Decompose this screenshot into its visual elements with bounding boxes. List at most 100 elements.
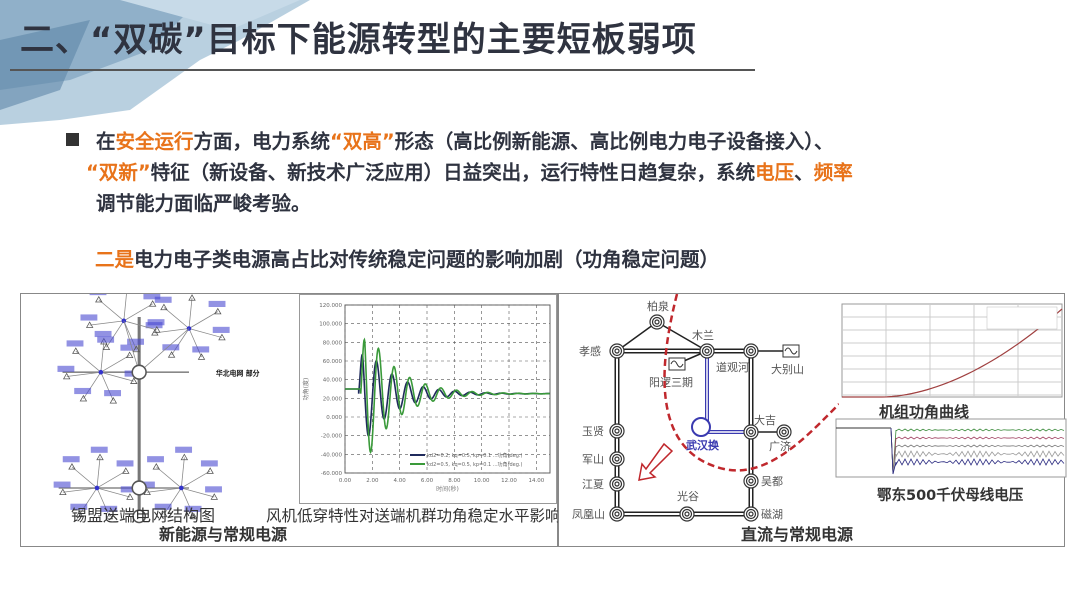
y-tick-label: 80.000 bbox=[323, 340, 343, 346]
triangle-icon bbox=[95, 295, 103, 303]
triangle-icon bbox=[210, 493, 219, 500]
network-diagram: 华北电网 部分 bbox=[53, 294, 260, 524]
plot-area bbox=[344, 304, 551, 474]
triangle-icon bbox=[197, 353, 206, 360]
y-tick-label: -20.000 bbox=[321, 434, 343, 440]
substation-icon bbox=[614, 348, 620, 354]
station-label: 阳逻三期 bbox=[649, 376, 693, 389]
series-line bbox=[345, 337, 550, 454]
station-label-block bbox=[104, 390, 122, 397]
y-tick-label: 40.000 bbox=[323, 378, 343, 384]
x-tick-label: 4.00 bbox=[394, 478, 407, 484]
station-label-block bbox=[120, 344, 138, 351]
spoke bbox=[156, 466, 182, 489]
y-tick-label: 0.000 bbox=[326, 415, 342, 421]
station-label-block bbox=[90, 446, 108, 453]
network-label: 华北电网 部分 bbox=[216, 368, 260, 377]
spoke bbox=[181, 470, 211, 489]
highlight: 频率 bbox=[813, 161, 853, 184]
substation-node bbox=[131, 480, 147, 496]
station-label-block bbox=[120, 486, 138, 493]
triangle-icon bbox=[96, 453, 104, 461]
x-axis-label: 时间(秒) bbox=[436, 485, 459, 493]
spoke bbox=[62, 487, 98, 493]
triangle-icon bbox=[180, 453, 189, 461]
paragraph: 在安全运行方面，电力系统“双高”形态（高比例新能源、高比例电力电子设备接入）、 … bbox=[66, 126, 853, 219]
substation-node bbox=[132, 509, 147, 524]
x-tick-label: 14.00 bbox=[528, 478, 544, 484]
triangle-icon bbox=[105, 512, 114, 520]
triangle-icon bbox=[214, 307, 222, 315]
triangle-icon bbox=[148, 300, 157, 307]
station-label: 道观河 bbox=[716, 360, 749, 374]
substation-icon bbox=[704, 348, 710, 354]
station-label-block bbox=[116, 460, 134, 467]
angle-caption: 机组功角曲线 bbox=[879, 403, 970, 421]
station-label-block bbox=[70, 503, 88, 510]
triangle-icon bbox=[132, 345, 141, 353]
triangle-icon bbox=[188, 294, 196, 301]
triangle-icon bbox=[218, 333, 226, 341]
station-label: 凤凰山 bbox=[572, 508, 605, 521]
x-tick-label: 12.00 bbox=[501, 478, 517, 484]
station-label: 大别山 bbox=[771, 362, 804, 376]
y-tick-label: -40.000 bbox=[321, 452, 343, 458]
arrow-icon bbox=[638, 442, 674, 481]
triangle-icon bbox=[206, 467, 214, 474]
spoke bbox=[188, 297, 193, 329]
station-label: 玉贤 bbox=[582, 425, 604, 438]
station-label-block bbox=[175, 446, 193, 453]
station-label-block bbox=[192, 346, 210, 353]
station-label-block bbox=[147, 456, 164, 463]
rotor-angle-chart: 120.000 100.000 80.000 60.000 40.000 20.000 0.… bbox=[299, 294, 557, 504]
hub-node bbox=[98, 369, 104, 375]
spoke bbox=[98, 299, 125, 322]
station-label-block bbox=[162, 344, 180, 351]
hub-node bbox=[94, 485, 100, 491]
highlight: “双新” bbox=[86, 161, 151, 184]
station-label: 木兰 bbox=[692, 329, 714, 342]
spoke bbox=[188, 311, 218, 329]
triangle-icon bbox=[153, 326, 161, 333]
transmission-line bbox=[616, 321, 658, 352]
text: 方面，电力系统 bbox=[193, 130, 331, 153]
transmission-line bbox=[656, 321, 708, 352]
spoke bbox=[89, 320, 124, 326]
spoke bbox=[123, 303, 153, 322]
station-label-block bbox=[205, 486, 222, 493]
legend-box bbox=[986, 306, 1058, 330]
station-label: 磁湖 bbox=[761, 508, 783, 521]
sine-icon bbox=[784, 347, 798, 355]
triangle-icon bbox=[68, 463, 76, 470]
highlight: “双高” bbox=[330, 130, 395, 153]
station-label-block bbox=[208, 300, 226, 308]
spoke bbox=[123, 294, 127, 321]
spoke bbox=[100, 354, 130, 373]
spoke bbox=[123, 320, 157, 331]
text: 调节能力面临严峻考验。 bbox=[96, 192, 311, 215]
station-label-block bbox=[80, 314, 98, 321]
voltage-trace bbox=[890, 427, 1065, 475]
angle-curve bbox=[842, 308, 1063, 398]
x-tick-label: 10.00 bbox=[474, 478, 490, 484]
triangle-icon bbox=[160, 510, 168, 518]
y-axis-label: 功角(度) bbox=[302, 378, 310, 401]
y-tick-label: 120.000 bbox=[319, 303, 342, 309]
voltage-trace bbox=[890, 427, 1065, 475]
station-label: 光谷 bbox=[677, 489, 699, 503]
substation-icon bbox=[748, 478, 754, 484]
station-label-block bbox=[62, 456, 80, 463]
station-label-block bbox=[147, 319, 165, 326]
station-label: 吴都 bbox=[761, 475, 783, 488]
branch bbox=[138, 328, 190, 373]
station-label-block bbox=[74, 387, 92, 395]
boundary-dashed-curve bbox=[663, 294, 839, 472]
left-panel: 华北电网 部分 锡盟送端电网结构图 120.000 100.000 80.000 60… bbox=[20, 293, 561, 547]
triangle-icon bbox=[125, 351, 134, 358]
triangle-icon bbox=[190, 512, 198, 520]
station-label-block bbox=[127, 338, 145, 345]
y-tick-label: 20.000 bbox=[323, 396, 343, 402]
station-label-block bbox=[212, 326, 230, 333]
spoke bbox=[181, 487, 215, 498]
spoke bbox=[71, 466, 98, 489]
